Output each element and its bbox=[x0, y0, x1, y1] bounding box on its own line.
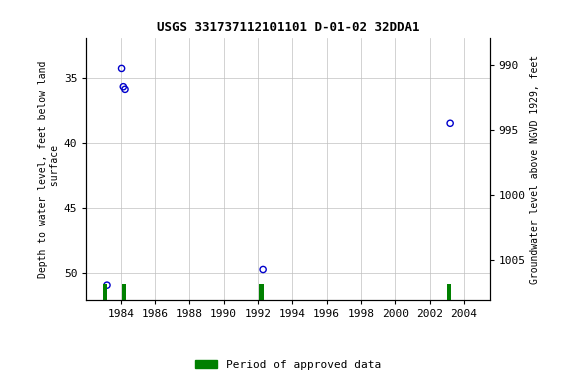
Point bbox=[119, 84, 128, 90]
Bar bbox=[122, 284, 126, 300]
Point bbox=[117, 65, 126, 71]
Bar bbox=[447, 284, 452, 300]
Bar bbox=[103, 284, 107, 300]
Point bbox=[259, 266, 268, 273]
Y-axis label: Depth to water level, feet below land
 surface: Depth to water level, feet below land su… bbox=[38, 60, 60, 278]
Point bbox=[445, 120, 454, 126]
Title: USGS 331737112101101 D-01-02 32DDA1: USGS 331737112101101 D-01-02 32DDA1 bbox=[157, 22, 419, 35]
Point bbox=[120, 86, 130, 93]
Bar bbox=[259, 284, 264, 300]
Point bbox=[103, 282, 112, 288]
Y-axis label: Groundwater level above NGVD 1929, feet: Groundwater level above NGVD 1929, feet bbox=[530, 55, 540, 283]
Legend: Period of approved data: Period of approved data bbox=[191, 356, 385, 375]
